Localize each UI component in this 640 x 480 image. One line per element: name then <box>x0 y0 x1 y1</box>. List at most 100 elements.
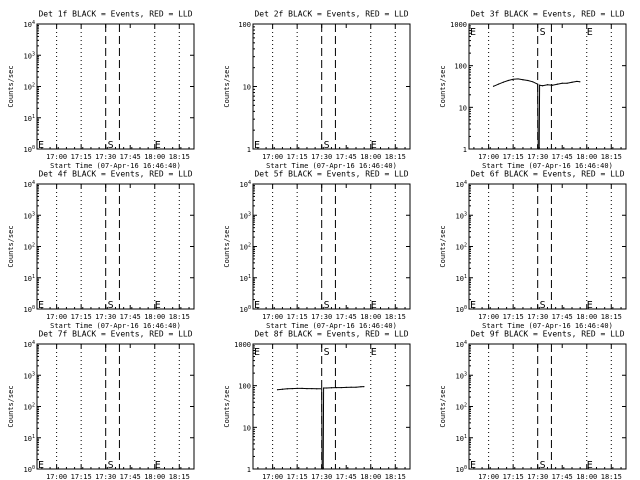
data-point <box>561 82 563 84</box>
marker-e: E <box>587 300 593 311</box>
data-point <box>532 81 534 83</box>
x-tick-label: 18:15 <box>169 153 190 161</box>
data-point <box>566 82 568 84</box>
marker-e: E <box>155 140 161 151</box>
data-point <box>286 388 288 390</box>
data-point <box>325 387 328 389</box>
y-tick-label: 100 <box>238 21 251 29</box>
marker-e: E <box>155 300 161 311</box>
panel-det-7: Det 7f BLACK = Events, RED = LLD 100 101 10… <box>7 330 195 480</box>
x-tick-label: 17:15 <box>503 153 524 161</box>
x-tick-label: 17:15 <box>71 473 92 480</box>
data-point <box>340 386 342 389</box>
y-tick-label: 104 <box>24 20 35 29</box>
data-point <box>571 81 573 83</box>
y-tick-label: 101 <box>24 434 35 443</box>
marker-s: S <box>540 27 546 38</box>
panel-det-1: Det 1f BLACK = Events, RED = LLD 100 101 10… <box>7 10 195 170</box>
plot-frame <box>468 343 627 470</box>
data-point <box>551 84 554 86</box>
x-tick-label: 18:00 <box>144 473 165 480</box>
data-point <box>492 85 495 87</box>
x-tick-label: 17:30 <box>311 153 332 161</box>
data-point <box>345 386 347 388</box>
marker-left-e: E <box>470 460 476 471</box>
panel-title: Det 4f BLACK = Events, RED = LLD <box>38 170 192 179</box>
y-tick-label: 100 <box>240 305 251 314</box>
y-tick-label: 102 <box>456 243 467 252</box>
x-tick-label: 17:00 <box>46 153 67 161</box>
marker-s: S <box>324 140 330 151</box>
x-tick-label: 17:45 <box>120 153 141 161</box>
x-tick-label: 17:30 <box>95 313 116 321</box>
x-tick-label: 18:15 <box>385 153 406 161</box>
y-tick-label: 10 <box>243 424 251 432</box>
x-tick-label: 18:15 <box>385 313 406 321</box>
marker-s: S <box>108 460 114 471</box>
x-tick-label: 18:00 <box>360 313 381 321</box>
x-tick-label: 17:00 <box>478 473 499 480</box>
marker-s: S <box>540 460 546 471</box>
y-tick-label: 100 <box>454 63 467 71</box>
x-tick-label: 18:00 <box>144 153 165 161</box>
x-tick-label: 17:30 <box>527 473 548 480</box>
marker-e: E <box>371 347 377 358</box>
panel-title: Det 8f BLACK = Events, RED = LLD <box>254 330 408 339</box>
marker-e: E <box>371 300 377 311</box>
panel-det-9: Det 9f BLACK = Events, RED = LLD 100 101 10… <box>439 330 627 480</box>
x-tick-label: 18:15 <box>601 313 622 321</box>
data-point <box>321 468 323 470</box>
data-point <box>350 386 352 388</box>
data-point <box>323 387 325 389</box>
y-axis-label: Counts/sec <box>7 385 15 427</box>
panel-title: Det 5f BLACK = Events, RED = LLD <box>254 170 408 179</box>
x-tick-label: 18:00 <box>576 313 597 321</box>
y-tick-label: 101 <box>24 114 35 123</box>
x-tick-label: 17:45 <box>552 473 573 480</box>
y-axis-label: Counts/sec <box>7 225 15 267</box>
y-axis-label: Counts/sec <box>439 225 447 267</box>
y-tick-label: 103 <box>456 211 467 220</box>
y-tick-label: 104 <box>24 340 35 349</box>
x-tick-label: 17:30 <box>95 153 116 161</box>
x-tick-label: 17:30 <box>311 473 332 480</box>
data-point <box>296 387 298 389</box>
marker-s: S <box>324 300 330 311</box>
x-tick-label: 17:30 <box>95 473 116 480</box>
marker-left-e: E <box>470 27 476 38</box>
y-tick-label: 103 <box>24 51 35 60</box>
marker-s: S <box>108 300 114 311</box>
x-tick-label: 17:00 <box>46 473 67 480</box>
y-tick-label: 104 <box>456 180 467 189</box>
y-tick-label: 100 <box>456 465 467 474</box>
data-point <box>306 388 308 390</box>
y-tick-label: 100 <box>456 305 467 314</box>
marker-s: S <box>540 300 546 311</box>
x-tick-label: 18:15 <box>601 473 622 480</box>
marker-left-e: E <box>38 460 44 471</box>
x-tick-label: 17:00 <box>478 313 499 321</box>
panel-title: Det 1f BLACK = Events, RED = LLD <box>38 10 192 19</box>
y-tick-label: 103 <box>456 371 467 380</box>
y-tick-label: 10 <box>243 84 251 92</box>
y-tick-label: 100 <box>24 145 35 154</box>
x-tick-label: 17:15 <box>287 313 308 321</box>
x-axis-label: Start Time (07-Apr-16 16:46:40) <box>482 162 613 170</box>
x-tick-label: 17:45 <box>120 473 141 480</box>
plot-frame <box>36 343 195 470</box>
x-tick-label: 17:45 <box>336 473 357 480</box>
x-axis-label: Start Time (07-Apr-16 16:46:40) <box>482 322 613 330</box>
y-tick-label: 101 <box>456 434 467 443</box>
y-tick-label: 10 <box>459 104 467 112</box>
y-axis-label: Counts/sec <box>223 385 231 427</box>
x-tick-label: 17:45 <box>336 313 357 321</box>
data-point <box>311 388 313 390</box>
panel-title: Det 9f BLACK = Events, RED = LLD <box>470 330 624 339</box>
x-tick-label: 18:15 <box>169 473 190 480</box>
y-tick-label: 1 <box>247 466 251 474</box>
x-tick-label: 18:15 <box>385 473 406 480</box>
data-point <box>363 385 365 388</box>
data-point <box>291 388 293 390</box>
x-axis-label: Start Time (07-Apr-16 16:46:40) <box>266 322 397 330</box>
